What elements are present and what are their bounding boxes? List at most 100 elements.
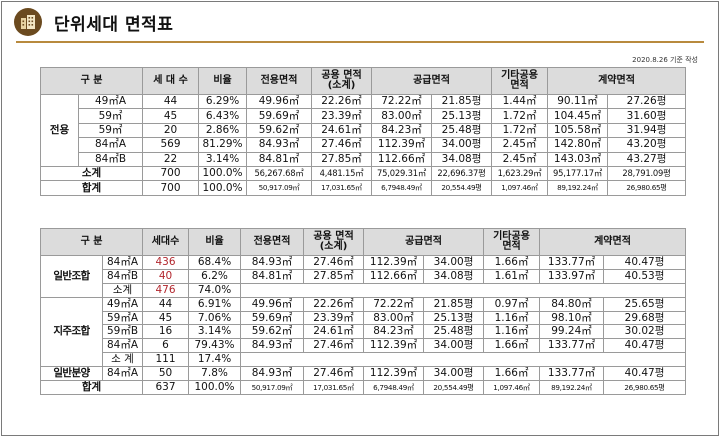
cell-exclusive: 84.81㎡ [246, 151, 313, 167]
header-units: 세대수 [142, 228, 190, 256]
cell-supply-m2: 83.00㎡ [371, 108, 433, 124]
cell-contract-py: 43.27평 [607, 151, 687, 167]
cell-contract-m2: 105.58㎡ [547, 122, 609, 139]
cell-supply-m2: 112.39㎡ [363, 255, 425, 270]
cell-ratio: 100.0% [198, 180, 248, 196]
cell-units: 700 [142, 180, 200, 196]
cell-contract-m2: 84.80㎡ [539, 296, 605, 312]
group-label-general-union: 일반조합 [40, 255, 103, 298]
cell-supply-py: 20,554.49평 [431, 180, 493, 196]
table-row: 59㎡B 16 3.14% 59.62㎡ 24.61㎡ 84.23㎡ 25.48평 1.16㎡… [41, 324, 687, 340]
table-row: 84㎡B 40 6.2% 84.81㎡ 27.85㎡ 112.66㎡ 34.08평 1.61㎡… [41, 268, 687, 284]
table-row: 59㎡ 20 2.86% 59.62㎡ 24.61㎡ 84.23㎡ 25.48평 1.72㎡ 1… [41, 122, 687, 139]
cell-supply-py: 34.00평 [423, 338, 485, 354]
area-table-exclusive: 구 분 세 대 수 비율 전용면적 공용 면적 (소계) 공급면적 기타공용 면적 … [39, 67, 687, 196]
table-row: 84㎡A 569 81.29% 84.93㎡ 27.46㎡ 112.39㎡ 34.00평 2.… [41, 137, 687, 153]
cell-label: 소계 [101, 282, 144, 298]
cell-exclusive: 56,267.68㎡ [246, 165, 313, 182]
group-label: 전용 [40, 94, 79, 167]
cell-other: 1.72㎡ [491, 122, 549, 139]
page-title: 단위세대 면적표 [54, 14, 174, 35]
header-common: 공용 면적 (소계) [311, 67, 373, 95]
cell-contract-py: 40.47평 [603, 338, 687, 354]
cell-contract-py: 27.26평 [607, 93, 687, 110]
empty-cell [240, 282, 687, 298]
cell-contract-m2: 133.97㎡ [539, 268, 605, 284]
cell-ratio: 6.43% [198, 108, 248, 124]
cell-contract-m2: 104.45㎡ [547, 108, 609, 124]
header-common: 공용 면적 (소계) [303, 228, 365, 256]
cell-common: 24.61㎡ [311, 122, 373, 139]
cell-supply-py: 22,696.37평 [431, 165, 493, 182]
cell-exclusive: 84.93㎡ [240, 366, 305, 382]
cell-common: 27.85㎡ [303, 268, 365, 284]
cell-contract-py: 26,980.65평 [603, 380, 687, 395]
cell-ratio: 7.8% [188, 366, 242, 382]
title-bar: 단위세대 면적표 [14, 7, 173, 37]
cell-other: 1.72㎡ [491, 108, 549, 124]
cell-type: 84㎡A [101, 338, 144, 354]
cell-other: 1.61㎡ [483, 268, 541, 284]
cell-units: 111 [142, 352, 190, 368]
cell-supply-m2: 84.23㎡ [363, 324, 425, 340]
cell-supply-m2: 72.22㎡ [371, 93, 433, 110]
cell-supply-py: 21.85평 [423, 296, 485, 312]
cell-other: 2.45㎡ [491, 151, 549, 167]
cell-contract-py: 29.68평 [603, 310, 687, 326]
cell-contract-m2: 99.24㎡ [539, 324, 605, 340]
header-other: 기타공용 면적 [491, 67, 549, 95]
cell-exclusive: 84.81㎡ [240, 268, 305, 284]
cell-common: 27.46㎡ [303, 366, 365, 382]
general-sale-row: 일반분양 84㎡A 50 7.8% 84.93㎡ 27.46㎡ 112.39㎡ 34.00평 1… [40, 366, 687, 382]
cell-contract-py: 30.02평 [603, 324, 687, 340]
cell-other: 1.16㎡ [483, 324, 541, 340]
cell-type: 49㎡A [101, 296, 144, 312]
cell-type: 59㎡A [101, 310, 144, 326]
date-note: 2020.8.26 기준 작성 [632, 56, 698, 64]
cell-contract-m2: 133.77㎡ [539, 366, 605, 382]
cell-other: 2.45㎡ [491, 137, 549, 153]
cell-ratio: 6.2% [188, 268, 242, 284]
cell-type: 59㎡B [101, 324, 144, 340]
cell-contract-m2: 133.77㎡ [539, 255, 605, 270]
header-supply: 공급면적 [371, 67, 493, 95]
cell-contract-m2: 95,177.17㎡ [547, 165, 609, 182]
cell-ratio: 2.86% [198, 122, 248, 139]
table-header-row: 구 분 세대수 비율 전용면적 공용 면적 (소계) 공급면적 기타공용 면적 계약… [39, 228, 687, 256]
title-underline [16, 41, 704, 43]
cell-exclusive: 84.93㎡ [246, 137, 313, 153]
cell-supply-m2: 72.22㎡ [363, 296, 425, 312]
cell-common: 27.85㎡ [311, 151, 373, 167]
cell-units: 40 [142, 268, 190, 284]
cell-units: 45 [142, 310, 190, 326]
cell-other: 1.66㎡ [483, 255, 541, 270]
cell-common: 27.46㎡ [303, 338, 365, 354]
cell-supply-m2: 84.23㎡ [371, 122, 433, 139]
cell-other: 1,097.46㎡ [491, 180, 549, 196]
cell-common: 27.46㎡ [303, 255, 365, 270]
building-logo-icon [14, 8, 42, 36]
cell-supply-py: 25.48평 [431, 122, 493, 139]
cell-supply-py: 25.13평 [431, 108, 493, 124]
cell-contract-py: 28,791.09평 [607, 165, 687, 182]
cell-units: 476 [142, 282, 190, 298]
cell-contract-py: 43.20평 [607, 137, 687, 153]
cell-supply-m2: 6,7948.49㎡ [371, 180, 433, 196]
cell-units: 569 [142, 137, 200, 153]
header-units: 세 대 수 [142, 67, 200, 95]
cell-ratio: 6.91% [188, 296, 242, 312]
cell-supply-m2: 112.39㎡ [371, 137, 433, 153]
total-row: 합계 700 100.0% 50,917.09㎡ 17,031.65㎡ 6,7948.49… [39, 180, 687, 196]
cell-other: 1.66㎡ [483, 366, 541, 382]
header-supply: 공급면적 [363, 228, 485, 256]
cell-common: 22.26㎡ [303, 296, 365, 312]
cell-supply-py: 20,554.49평 [423, 380, 485, 395]
subtotal-row: 소 계 111 17.4% [41, 352, 687, 368]
cell-exclusive: 59.62㎡ [246, 122, 313, 139]
cell-ratio: 100.0% [198, 165, 248, 182]
cell-type: 59㎡ [77, 108, 144, 124]
table-header-row: 구 분 세 대 수 비율 전용면적 공용 면적 (소계) 공급면적 기타공용 면적 … [39, 67, 687, 95]
cell-label: 합계 [39, 380, 144, 395]
cell-common: 17,031.65㎡ [303, 380, 365, 395]
cell-contract-py: 40.47평 [603, 255, 687, 270]
